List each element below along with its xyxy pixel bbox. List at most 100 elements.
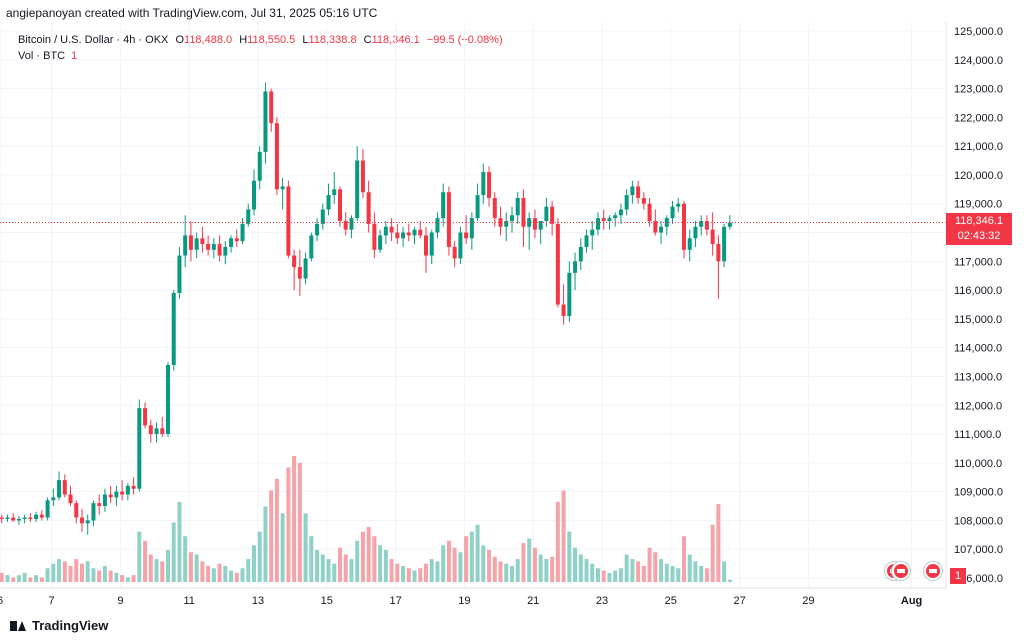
candle (343, 212, 348, 236)
candle-body (102, 494, 107, 507)
price-chart[interactable]: 106,000.0 107,000.0 108,000.0 109,000.0 110,… (0, 22, 1024, 610)
price-tick-label: 121,000.0 (954, 141, 1003, 153)
volume-bar (188, 552, 193, 582)
candle-body (618, 209, 623, 216)
volume-bar (349, 559, 354, 582)
chart-grid (0, 22, 946, 588)
candle (274, 117, 279, 196)
volume-bar (653, 552, 658, 582)
volume-bar (177, 501, 182, 582)
candle-body (452, 246, 457, 259)
candle-body (636, 186, 641, 198)
price-tick-label: 117,000.0 (954, 256, 1002, 268)
volume-bar (229, 570, 234, 582)
candle (11, 513, 16, 522)
candle-body (429, 232, 434, 256)
candle-body (337, 189, 342, 222)
candle-body (183, 235, 188, 256)
price-tick-label: 122,000.0 (954, 112, 1003, 124)
symbol-name[interactable]: Bitcoin / U.S. Dollar · 4h · OKX (18, 34, 169, 46)
candle (240, 218, 245, 245)
time-tick-label: 17 (389, 595, 401, 607)
volume-bar (292, 456, 297, 582)
candle-body (131, 485, 136, 489)
candle (286, 180, 291, 259)
candle-body (171, 292, 176, 365)
candle (120, 480, 125, 501)
candle-body (315, 223, 320, 236)
candle (177, 246, 182, 299)
volume-bar (504, 563, 509, 582)
volume-bar (332, 563, 337, 582)
candle-body (332, 189, 337, 196)
volume-bar (727, 579, 732, 582)
candle (573, 252, 578, 291)
candle (578, 238, 583, 270)
volume-bar (143, 540, 148, 582)
candle-body (211, 244, 216, 250)
candle-body (435, 218, 440, 233)
candle (85, 514, 90, 535)
high-value: 118,550.5 (247, 34, 296, 46)
price-tick-label: 109,000.0 (954, 487, 1003, 499)
candle (435, 212, 440, 239)
candle (337, 186, 342, 227)
candle (165, 362, 170, 437)
volume-label[interactable]: Vol · BTC (18, 50, 66, 62)
candle (315, 218, 320, 242)
volume-bar (383, 549, 388, 582)
candle-body (469, 218, 474, 239)
volume-bar (664, 563, 669, 582)
candle (590, 221, 595, 250)
candle-body (418, 229, 423, 236)
volume-bar (125, 577, 130, 582)
candle (659, 221, 664, 245)
time-tick-label: 23 (596, 595, 608, 607)
candle (269, 88, 274, 132)
volume-bar (217, 563, 222, 582)
candle (423, 226, 428, 273)
candle (613, 212, 618, 227)
candle (653, 209, 658, 236)
candle (567, 261, 572, 322)
tradingview-brand[interactable]: TradingView (10, 618, 108, 633)
volume-bar (62, 561, 67, 582)
candle-body (143, 408, 148, 426)
volume-bar (22, 572, 27, 582)
candle (91, 500, 96, 527)
candle-body (601, 218, 606, 222)
candle-body (412, 229, 417, 236)
candle-body (297, 267, 302, 279)
price-tick-label: 106,000.0 (954, 573, 1003, 585)
candle-body (57, 480, 62, 498)
volume-bar (509, 565, 514, 582)
candle-body (670, 206, 675, 219)
candle-body (0, 517, 4, 519)
candle (401, 226, 406, 247)
candle (636, 180, 641, 204)
flag-icon[interactable] (924, 562, 942, 580)
price-tick-label: 107,000.0 (954, 544, 1003, 556)
candle-body (595, 218, 600, 230)
candle-body (509, 215, 514, 222)
volume-bar (148, 554, 153, 582)
volume-bar (630, 559, 635, 582)
candle-body (550, 206, 555, 224)
low-value: 118,338.8 (308, 34, 357, 46)
candle (464, 215, 469, 245)
candle-body (303, 258, 308, 279)
volume-bar (469, 531, 474, 582)
volume-bar (567, 531, 572, 582)
candle-body (355, 160, 360, 219)
volume-bar (5, 575, 10, 582)
volume-bar (51, 563, 56, 582)
volume-bar (687, 554, 692, 582)
volume-bar (39, 577, 44, 582)
candle-body (481, 172, 486, 196)
flag-icon[interactable] (892, 562, 910, 580)
volume-bar (487, 549, 492, 582)
candle (45, 497, 50, 521)
candle-body (39, 514, 44, 518)
volume-bar (194, 554, 199, 582)
candle (475, 183, 480, 222)
